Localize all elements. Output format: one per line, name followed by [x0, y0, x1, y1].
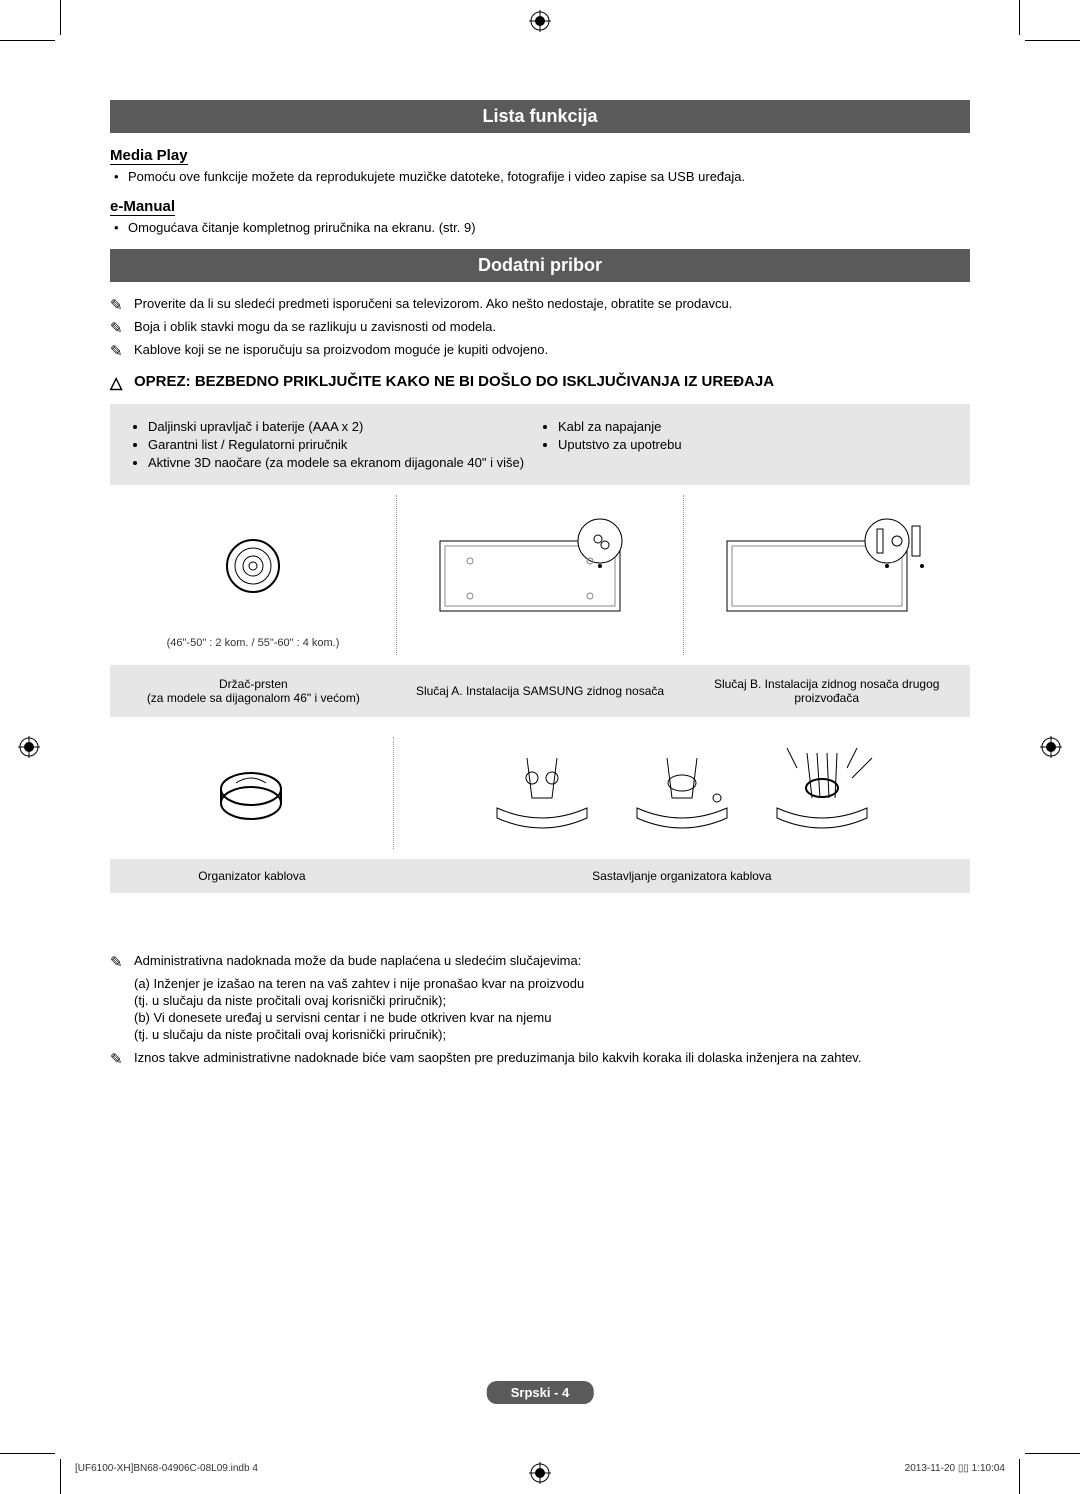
admin-fee-b-sub: (tj. u slučaju da niste pročitali ovaj k…	[110, 1027, 970, 1042]
e-manual-block: e-Manual Omogućava čitanje kompletnog pr…	[110, 198, 970, 235]
cable-organizer-icon	[211, 763, 291, 823]
holder-ring-icon	[223, 536, 283, 596]
case-a-caption: Slučaj A. Instalacija SAMSUNG zidnog nos…	[397, 665, 684, 717]
stand-assembly-2-icon	[617, 748, 747, 838]
case-b-caption-cell: Slučaj B. Instalacija zidnog nosača drug…	[683, 665, 970, 717]
crop-mark	[60, 0, 61, 35]
registration-mark-icon	[18, 736, 40, 758]
content-item: Aktivne 3D naočare (za modele sa ekranom…	[148, 455, 540, 470]
note-1: Proverite da li su sledeći predmeti ispo…	[110, 296, 970, 311]
e-manual-title: e-Manual	[110, 198, 175, 216]
print-footer-right: 2013-11-20 ▯▯ 1:10:04	[905, 1463, 1005, 1474]
e-manual-text: Omogućava čitanje kompletnog priručnika …	[110, 220, 970, 235]
contents-box: Daljinski upravljač i baterije (AAA x 2)…	[110, 404, 970, 485]
cable-assembly-cell	[394, 737, 970, 849]
holder-small-note: (46"-50" : 2 kom. / 55"-60" : 4 kom.)	[116, 637, 390, 649]
holder-caption-l1: Držač-prsten	[147, 677, 360, 691]
crop-mark	[0, 1453, 55, 1454]
content-item: Uputstvo za upotrebu	[558, 437, 950, 452]
wall-mount-samsung-icon	[430, 511, 650, 621]
page-number-badge: Srpski - 4	[487, 1381, 594, 1404]
registration-mark-icon	[1040, 736, 1062, 758]
section-header-dodatni-pribor: Dodatni pribor	[110, 249, 970, 282]
holder-caption-cell: Držač-prsten (za modele sa dijagonalom 4…	[110, 665, 397, 717]
note-3: Kablove koji se ne isporučuju sa proizvo…	[110, 342, 970, 357]
cable-organizer-cell	[110, 737, 394, 849]
case-a-cell	[397, 495, 684, 655]
note-2: Boja i oblik stavki mogu da se razlikuju…	[110, 319, 970, 334]
content-item: Garantni list / Regulatorni priručnik	[148, 437, 540, 452]
admin-fee-b: (b) Vi donesete uređaj u servisni centar…	[110, 1010, 970, 1025]
stand-assembly-1-icon	[477, 748, 607, 838]
wall-mount-other-icon	[717, 511, 937, 621]
print-footer-left: [UF6100-XH]BN68-04906C-08L09.indb 4	[75, 1463, 258, 1474]
admin-fee-block: Administrativna nadoknada može da bude n…	[110, 953, 970, 1065]
content-item: Daljinski upravljač i baterije (AAA x 2)	[148, 419, 540, 434]
admin-fee-a-sub: (tj. u slučaju da niste pročitali ovaj k…	[110, 993, 970, 1008]
crop-mark	[1019, 0, 1020, 35]
contents-right-col: Kabl za napajanje Uputstvo za upotrebu	[540, 416, 950, 473]
media-play-text: Pomoću ove funkcije možete da reprodukuj…	[110, 169, 970, 184]
accessory-row-1: (46"-50" : 2 kom. / 55"-60" : 4 kom.)	[110, 495, 970, 655]
crop-mark	[1019, 1459, 1020, 1494]
crop-mark	[60, 1459, 61, 1494]
assembly-caption-cell: Sastavljanje organizatora kablova	[394, 859, 970, 893]
case-a-caption-cell: Slučaj A. Instalacija SAMSUNG zidnog nos…	[397, 665, 684, 717]
accessory-row-2	[110, 737, 970, 849]
holder-caption: Držač-prsten (za modele sa dijagonalom 4…	[110, 665, 397, 717]
section-header-lista-funkcija: Lista funkcija	[110, 100, 970, 133]
registration-mark-icon	[529, 10, 551, 32]
stand-assembly-3-icon	[757, 748, 887, 838]
admin-fee-intro: Administrativna nadoknada može da bude n…	[110, 953, 970, 968]
holder-caption-l2: (za modele sa dijagonalom 46" i većom)	[147, 691, 360, 705]
crop-mark	[1025, 1453, 1080, 1454]
accessory-row-1-captions: Držač-prsten (za modele sa dijagonalom 4…	[110, 665, 970, 717]
page-content: Lista funkcija Media Play Pomoću ove fun…	[110, 100, 970, 1434]
media-play-title: Media Play	[110, 147, 188, 165]
crop-mark	[0, 40, 55, 41]
admin-fee-a: (a) Inženjer je izašao na teren na vaš z…	[110, 976, 970, 991]
case-b-cell	[684, 495, 970, 655]
assembly-caption: Sastavljanje organizatora kablova	[394, 859, 970, 893]
content-item: Kabl za napajanje	[558, 419, 950, 434]
media-play-block: Media Play Pomoću ove funkcije možete da…	[110, 147, 970, 184]
accessory-row-2-captions: Organizator kablova Sastavljanje organiz…	[110, 859, 970, 893]
print-footer: [UF6100-XH]BN68-04906C-08L09.indb 4 2013…	[75, 1463, 1005, 1474]
holder-ring-cell: (46"-50" : 2 kom. / 55"-60" : 4 kom.)	[110, 495, 397, 655]
case-b-caption: Slučaj B. Instalacija zidnog nosača drug…	[683, 665, 970, 717]
caution-text: OPREZ: BEZBEDNO PRIKLJUČITE KAKO NE BI D…	[110, 373, 970, 390]
admin-fee-outro: Iznos takve administrativne nadoknade bi…	[110, 1050, 970, 1065]
organizer-caption-cell: Organizator kablova	[110, 859, 394, 893]
organizer-caption: Organizator kablova	[110, 859, 394, 893]
crop-mark	[1025, 40, 1080, 41]
contents-left-col: Daljinski upravljač i baterije (AAA x 2)…	[130, 416, 540, 473]
